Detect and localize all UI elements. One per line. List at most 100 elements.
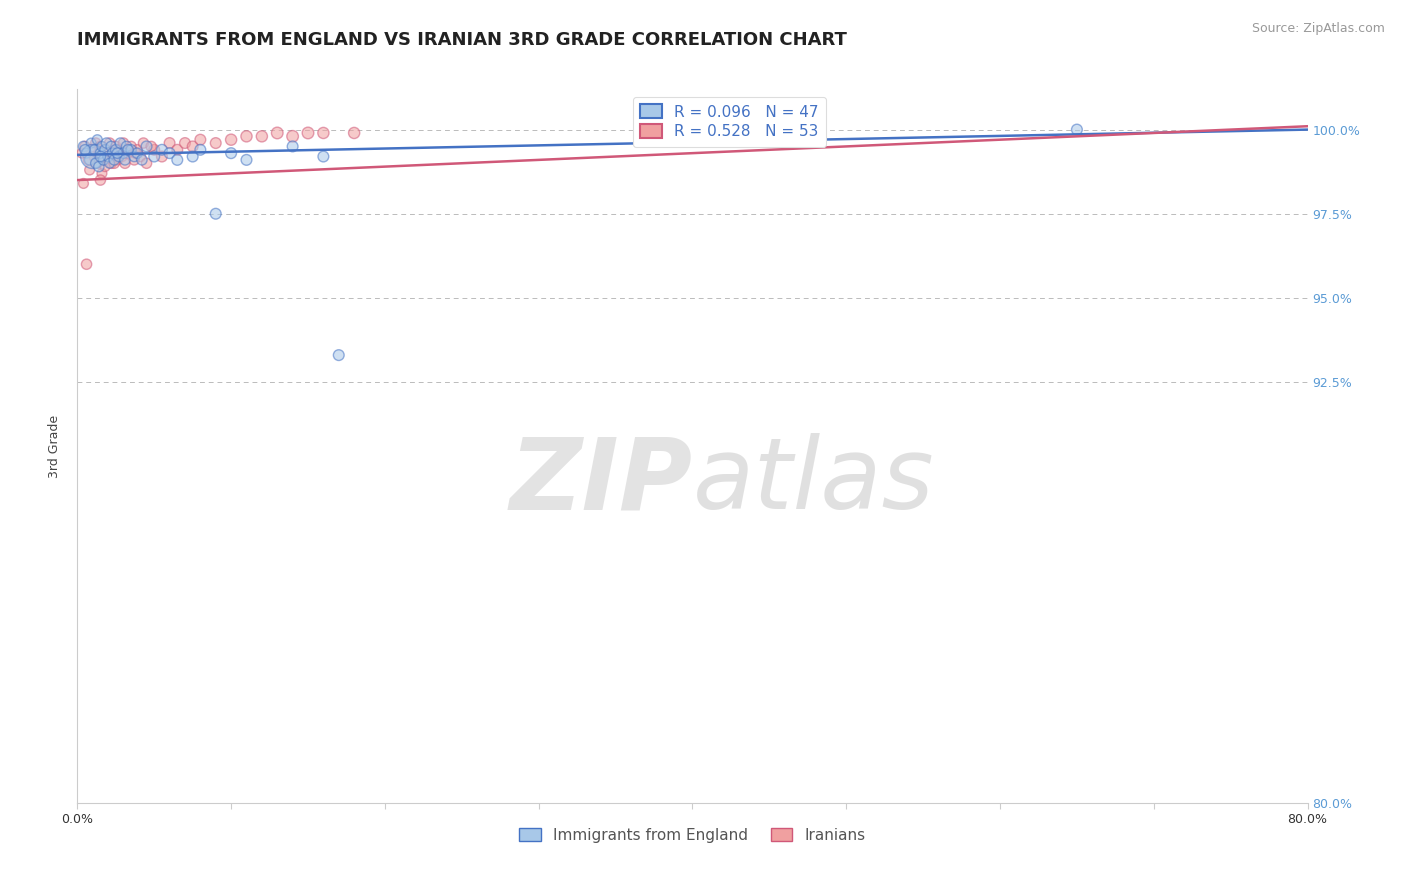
- Point: [105, 153, 128, 167]
- Point: [114, 156, 136, 170]
- Point: [188, 133, 212, 147]
- Point: [76, 257, 98, 271]
- Point: [235, 129, 257, 144]
- Point: [82, 143, 104, 157]
- Text: atlas: atlas: [693, 434, 934, 530]
- Point: [72, 177, 94, 191]
- Point: [181, 149, 204, 163]
- Point: [120, 139, 142, 153]
- Point: [166, 153, 188, 167]
- Point: [83, 143, 105, 157]
- Point: [89, 173, 111, 187]
- Point: [281, 129, 304, 144]
- Text: IMMIGRANTS FROM ENGLAND VS IRANIAN 3RD GRADE CORRELATION CHART: IMMIGRANTS FROM ENGLAND VS IRANIAN 3RD G…: [77, 31, 848, 49]
- Point: [135, 156, 157, 170]
- Point: [127, 146, 149, 161]
- Point: [117, 143, 139, 157]
- Text: Source: ZipAtlas.com: Source: ZipAtlas.com: [1251, 22, 1385, 36]
- Point: [94, 143, 117, 157]
- Point: [135, 139, 157, 153]
- Point: [141, 139, 163, 153]
- Point: [87, 146, 110, 161]
- Point: [127, 143, 149, 157]
- Point: [103, 153, 125, 167]
- Point: [108, 149, 131, 163]
- Point: [101, 146, 124, 161]
- Point: [120, 143, 142, 157]
- Point: [79, 153, 101, 167]
- Point: [97, 149, 120, 163]
- Point: [204, 207, 226, 221]
- Y-axis label: 3rd Grade: 3rd Grade: [48, 415, 62, 477]
- Point: [104, 139, 127, 153]
- Point: [129, 149, 152, 163]
- Point: [89, 149, 111, 163]
- Point: [112, 136, 135, 150]
- Point: [83, 149, 105, 163]
- Point: [114, 153, 136, 167]
- Point: [166, 143, 188, 157]
- Point: [101, 146, 124, 161]
- Point: [73, 139, 96, 153]
- Point: [103, 156, 125, 170]
- Point: [80, 136, 103, 150]
- Point: [250, 129, 273, 144]
- Point: [100, 156, 122, 170]
- Point: [94, 160, 117, 174]
- Point: [93, 153, 115, 167]
- Point: [96, 143, 118, 157]
- Point: [93, 153, 115, 167]
- Point: [115, 139, 138, 153]
- Point: [122, 149, 145, 163]
- Point: [266, 126, 288, 140]
- Point: [76, 146, 98, 161]
- Point: [150, 149, 173, 163]
- Point: [111, 149, 134, 163]
- Point: [150, 143, 173, 157]
- Point: [98, 156, 121, 170]
- Point: [70, 146, 93, 161]
- Point: [219, 133, 242, 147]
- Point: [312, 149, 335, 163]
- Point: [96, 136, 118, 150]
- Legend: Immigrants from England, Iranians: Immigrants from England, Iranians: [513, 822, 872, 848]
- Point: [112, 146, 135, 161]
- Point: [105, 146, 128, 161]
- Point: [312, 126, 335, 140]
- Point: [97, 149, 120, 163]
- Point: [108, 143, 131, 157]
- Point: [89, 139, 111, 153]
- Point: [84, 156, 107, 170]
- Point: [122, 153, 145, 167]
- Point: [110, 136, 132, 150]
- Point: [131, 153, 153, 167]
- Point: [98, 136, 121, 150]
- Point: [73, 143, 96, 157]
- Point: [125, 146, 148, 161]
- Point: [328, 348, 350, 362]
- Point: [90, 139, 114, 153]
- Point: [281, 139, 304, 153]
- Point: [143, 149, 166, 163]
- Point: [219, 146, 242, 161]
- Point: [90, 166, 114, 180]
- Point: [79, 163, 101, 178]
- Point: [117, 146, 139, 161]
- Point: [89, 146, 111, 161]
- Point: [174, 136, 197, 150]
- Point: [159, 146, 181, 161]
- Point: [204, 136, 226, 150]
- Point: [188, 143, 212, 157]
- Point: [87, 160, 110, 174]
- Point: [72, 139, 94, 153]
- Point: [132, 136, 155, 150]
- Point: [86, 156, 108, 170]
- Point: [343, 126, 366, 140]
- Point: [235, 153, 257, 167]
- Point: [159, 136, 181, 150]
- Point: [1066, 122, 1088, 136]
- Point: [104, 143, 127, 157]
- Point: [77, 153, 100, 167]
- Point: [84, 136, 107, 150]
- Text: ZIP: ZIP: [509, 434, 693, 530]
